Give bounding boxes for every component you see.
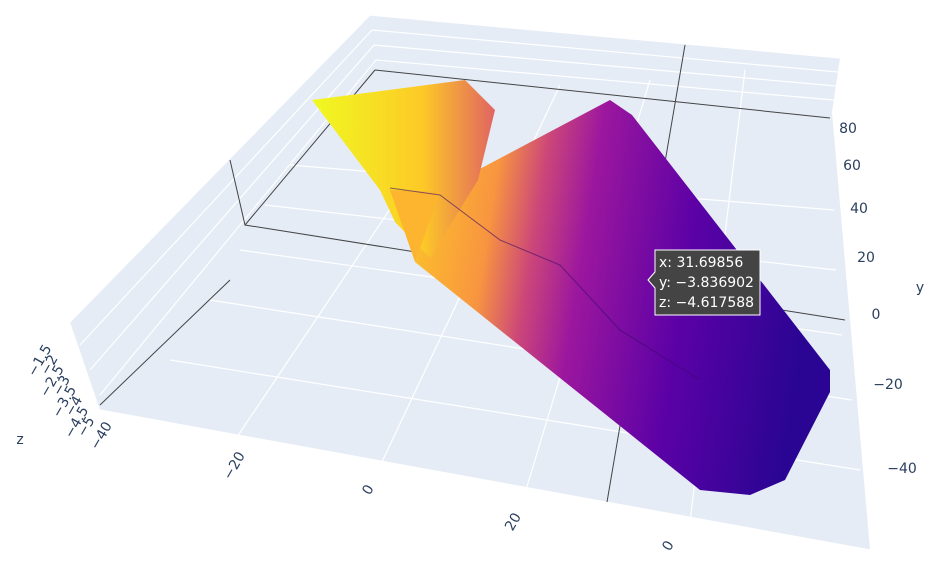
x-tick-label: 0	[659, 538, 677, 554]
y-tick-label: −40	[887, 461, 917, 477]
x-tick-label: −20	[220, 449, 249, 483]
y-tick-label: 60	[843, 158, 861, 174]
y-tick-label: 80	[839, 121, 857, 137]
surface	[312, 80, 830, 495]
y-tick-label: 0	[872, 307, 881, 323]
x-tick-label: 20	[502, 510, 525, 533]
x-tick-label: 0	[359, 482, 377, 498]
z-axis-title: z	[16, 432, 23, 448]
hover-tooltip: x: 31.69856 y: −3.836902 z: −4.617588	[647, 249, 761, 316]
hover-line: x: 31.69856	[659, 255, 743, 271]
hover-line: z: −4.617588	[659, 295, 754, 311]
y-axis-title: y	[916, 280, 924, 296]
y-tick-label: 20	[857, 250, 875, 266]
hover-line: y: −3.836902	[659, 275, 754, 291]
y-tick-label: −20	[873, 377, 903, 393]
y-tick-label: 40	[850, 201, 868, 217]
